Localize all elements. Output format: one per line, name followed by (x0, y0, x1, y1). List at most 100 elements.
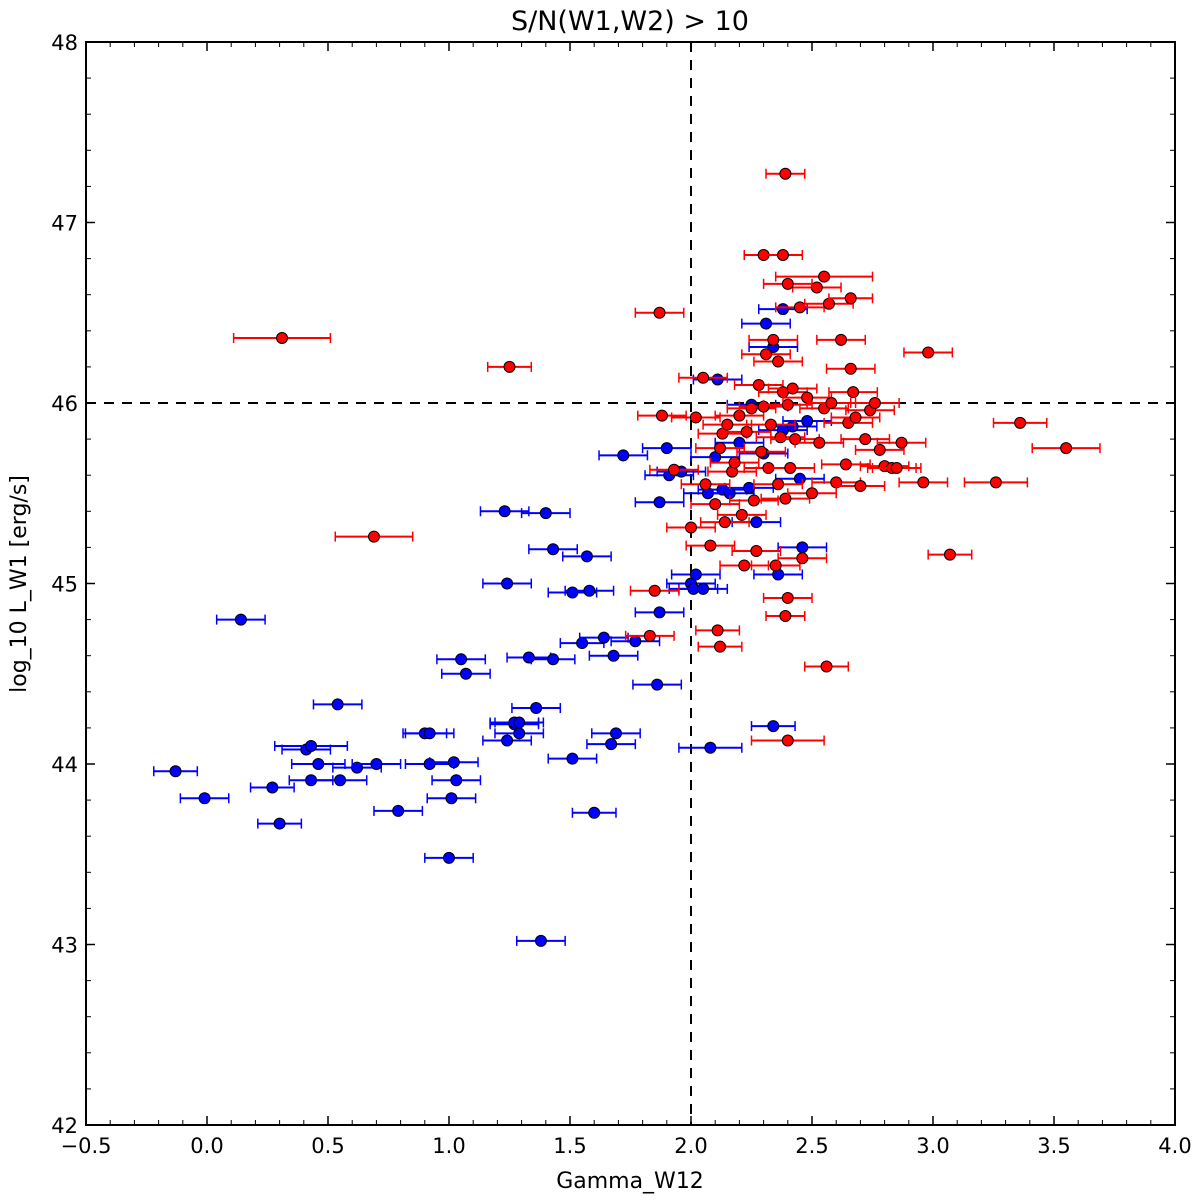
point-marker (198, 792, 211, 805)
point-marker (714, 442, 727, 455)
data-point (767, 382, 818, 395)
point-marker (653, 606, 666, 619)
point-marker (566, 586, 579, 599)
data-point (629, 584, 680, 597)
point-marker (522, 651, 535, 664)
data-point (666, 521, 716, 534)
data-point (699, 516, 750, 529)
data-point (963, 476, 1029, 489)
point-marker (704, 539, 717, 552)
y-tick-label: 46 (51, 392, 78, 416)
point-marker (648, 584, 661, 597)
point-marker (755, 445, 768, 458)
data-point (479, 505, 530, 518)
data-point (404, 727, 455, 740)
data-point (678, 582, 729, 595)
data-point (753, 568, 804, 581)
data-point (591, 727, 641, 740)
data-point (440, 667, 491, 680)
data-point (828, 292, 874, 305)
point-marker (825, 397, 838, 409)
point-marker (273, 817, 286, 830)
data-point (697, 640, 743, 653)
point-marker (779, 492, 792, 505)
point-marker (643, 629, 656, 642)
point-marker (714, 640, 727, 653)
point-marker (818, 270, 831, 283)
data-point (482, 577, 533, 590)
point-marker (738, 559, 751, 572)
series-0 (153, 303, 833, 947)
data-point (748, 333, 799, 346)
data-point (530, 653, 576, 666)
data-point (898, 476, 949, 489)
data-point (765, 461, 816, 474)
point-marker (711, 373, 724, 386)
point-marker (750, 545, 763, 558)
point-marker (605, 738, 618, 751)
data-point (215, 613, 266, 626)
point-marker (1014, 416, 1027, 429)
data-point (431, 774, 482, 787)
data-point (588, 649, 639, 662)
point-marker (750, 516, 763, 529)
chart-title: S/N(W1,W2) > 10 (511, 6, 749, 37)
data-point (634, 306, 685, 319)
x-tick-label: 0.5 (311, 1134, 344, 1158)
point-marker (651, 678, 664, 691)
point-marker (459, 667, 472, 680)
point-marker (503, 360, 516, 373)
data-point (927, 548, 973, 561)
point-marker (266, 781, 279, 794)
point-marker (539, 507, 552, 520)
data-point (436, 653, 487, 666)
data-point (724, 481, 775, 494)
point-marker (450, 774, 463, 787)
data-point (249, 781, 295, 794)
point-marker (699, 478, 712, 491)
data-point (494, 716, 545, 729)
point-marker (786, 382, 799, 395)
point-marker (820, 660, 833, 673)
data-point (486, 360, 533, 373)
data-point (736, 445, 787, 458)
point-marker (895, 436, 908, 449)
point-marker (922, 346, 935, 359)
data-point (762, 277, 813, 290)
data-point (559, 637, 605, 650)
point-marker (566, 752, 579, 765)
data-point (678, 741, 743, 754)
point-marker (774, 431, 787, 444)
point-marker (796, 552, 809, 565)
point-marker (334, 774, 347, 787)
data-point (871, 461, 922, 474)
point-marker (367, 530, 380, 543)
point-marker (728, 456, 741, 469)
data-point (695, 624, 741, 637)
data-point (714, 436, 765, 449)
data-point (765, 609, 806, 622)
data-point (820, 458, 871, 471)
point-marker (813, 436, 826, 449)
point-marker (779, 609, 792, 622)
data-point (424, 851, 474, 864)
data-point (678, 371, 729, 384)
point-marker (776, 248, 789, 261)
x-tick-label: −0.5 (61, 1134, 112, 1158)
data-point (702, 418, 753, 431)
data-point (731, 516, 782, 529)
data-point (741, 348, 791, 361)
data-point (351, 758, 402, 770)
x-tick-label: 2.0 (674, 1134, 707, 1158)
data-point (787, 487, 837, 500)
point-marker (854, 480, 867, 493)
point-marker (534, 934, 547, 947)
x-axis-label: Gamma_W12 (556, 1169, 704, 1194)
point-marker (1060, 442, 1073, 455)
point-marker (796, 541, 809, 554)
data-point (825, 362, 876, 375)
point-marker (169, 765, 182, 778)
x-tick-label: 1.5 (553, 1134, 586, 1158)
data-point (714, 409, 765, 422)
x-tick-label: 3.5 (1037, 1134, 1070, 1158)
